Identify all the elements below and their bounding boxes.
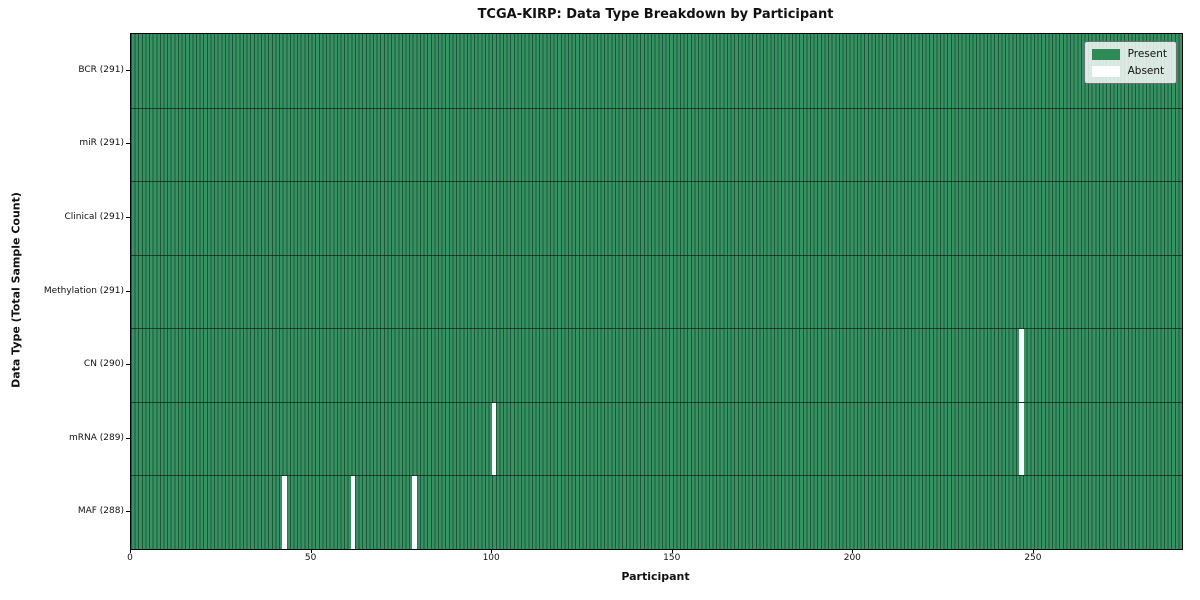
x-tick-mark (310, 549, 312, 553)
x-tick-label: 250 (1024, 553, 1042, 563)
absent-marker (412, 476, 417, 549)
x-tick-label: 0 (127, 553, 133, 563)
y-tick-mark (126, 69, 130, 71)
y-tick-mark (126, 437, 130, 439)
heatmap-row-Clinical (131, 181, 1182, 255)
legend-item-absent: Absent (1091, 65, 1167, 77)
x-tick-mark (491, 549, 493, 553)
y-tick-label-Methylation: Methylation (291) (43, 285, 124, 296)
plot-area: Present Absent (130, 33, 1183, 550)
heatmap-row-BCR (131, 34, 1182, 108)
y-tick-label-MAF: MAF (288) (77, 506, 124, 517)
x-tick-mark (130, 549, 131, 553)
heatmap-row-mRNA (131, 401, 1182, 476)
heatmap-row-CN (131, 328, 1182, 402)
heatmap-row-Methylation (131, 254, 1182, 329)
x-tick-mark (852, 549, 854, 553)
absent-marker (1018, 329, 1024, 402)
y-tick-mark (126, 290, 130, 292)
y-tick-mark (126, 143, 130, 145)
y-tick-label-BCR: BCR (291) (78, 64, 124, 75)
legend-label-present: Present (1127, 48, 1167, 60)
legend-item-present: Present (1091, 48, 1167, 60)
legend-swatch-absent-icon (1091, 65, 1120, 77)
y-tick-label-CN: CN (290) (83, 359, 124, 370)
y-tick-mark (126, 216, 130, 218)
absent-marker (282, 476, 287, 549)
heatmap-row-MAF (131, 475, 1182, 549)
y-tick-mark (126, 364, 130, 366)
chart-title: TCGA-KIRP: Data Type Breakdown by Partic… (477, 7, 834, 22)
legend: Present Absent (1083, 41, 1177, 84)
legend-swatch-present-icon (1091, 48, 1120, 60)
heatmap-rows-layer (131, 34, 1182, 549)
y-tick-label-miR: miR (291) (79, 138, 124, 149)
x-tick-label: 150 (663, 553, 681, 563)
x-tick-mark (1032, 549, 1034, 553)
heatmap-row-miR (131, 107, 1182, 182)
y-tick-label-Clinical: Clinical (291) (64, 211, 124, 222)
x-tick-label: 100 (482, 553, 500, 563)
legend-label-absent: Absent (1127, 65, 1165, 77)
x-tick-mark (671, 549, 673, 553)
y-tick-label-mRNA: mRNA (289) (69, 432, 124, 443)
x-tick-label: 200 (843, 553, 861, 563)
x-tick-label: 50 (304, 553, 317, 563)
absent-marker (350, 476, 356, 549)
x-axis-label: Participant (621, 570, 690, 583)
y-tick-mark (126, 511, 130, 513)
absent-marker (491, 402, 497, 476)
absent-marker (1018, 402, 1024, 476)
